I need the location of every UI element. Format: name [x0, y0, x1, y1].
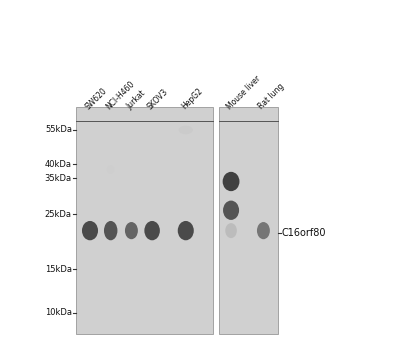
Text: 40kDa: 40kDa	[45, 160, 72, 169]
Ellipse shape	[223, 172, 240, 191]
Text: Rat lung: Rat lung	[257, 82, 286, 111]
Ellipse shape	[144, 221, 160, 240]
Ellipse shape	[223, 201, 239, 220]
Text: HepG2: HepG2	[180, 87, 204, 111]
Text: 35kDa: 35kDa	[45, 174, 72, 183]
Text: Mouse liver: Mouse liver	[225, 74, 262, 111]
Text: SKOV3: SKOV3	[146, 87, 170, 111]
Bar	[76, 107, 213, 335]
Ellipse shape	[179, 126, 193, 134]
Text: 55kDa: 55kDa	[45, 126, 72, 134]
Ellipse shape	[104, 221, 118, 240]
Ellipse shape	[225, 223, 237, 238]
Text: NCI-H460: NCI-H460	[104, 79, 136, 111]
Text: 15kDa: 15kDa	[45, 265, 72, 274]
Text: SW620: SW620	[84, 86, 109, 111]
Ellipse shape	[125, 222, 138, 239]
Ellipse shape	[178, 221, 194, 240]
Ellipse shape	[107, 165, 114, 174]
Ellipse shape	[82, 221, 98, 240]
Ellipse shape	[257, 222, 270, 239]
Text: 25kDa: 25kDa	[45, 210, 72, 219]
Text: 10kDa: 10kDa	[45, 308, 72, 317]
Bar	[220, 107, 278, 335]
Text: C16orf80: C16orf80	[282, 228, 326, 238]
Text: Jurkat: Jurkat	[125, 89, 148, 111]
